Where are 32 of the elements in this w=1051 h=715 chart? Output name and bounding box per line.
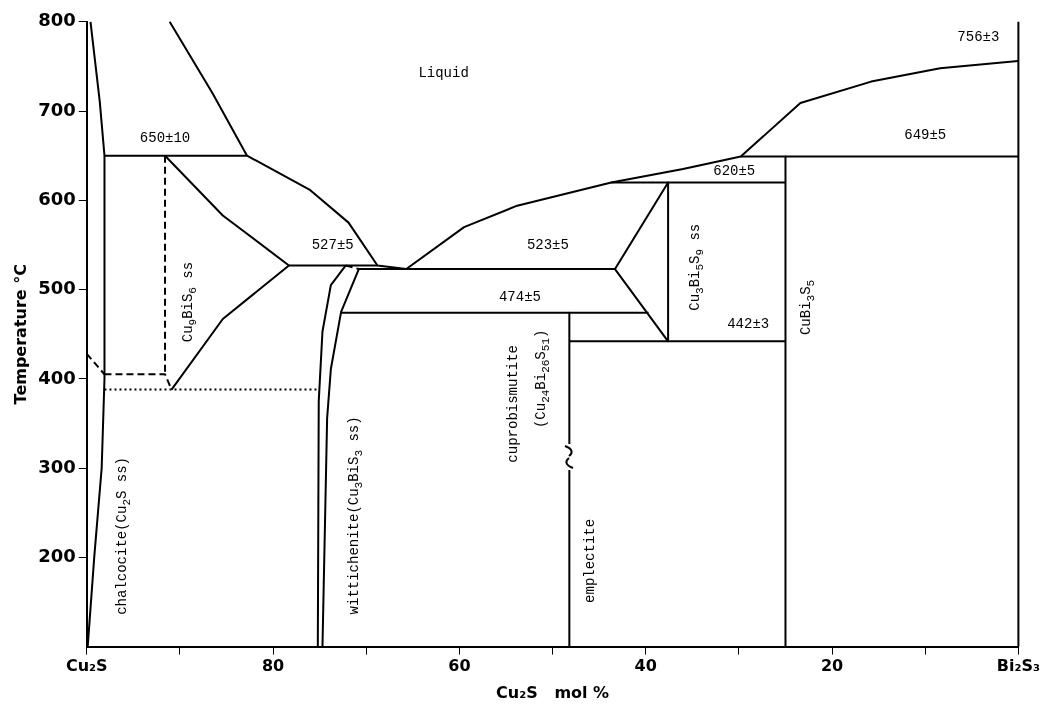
annotation: Liquid: [418, 65, 469, 82]
annotation: wittichenite(Cu3BiS3 ss): [345, 416, 366, 615]
annotation: 474±5: [498, 289, 541, 306]
annotation: cuprobismutite: [505, 345, 522, 463]
y-tick-label: 200: [38, 545, 76, 567]
y-axis-title: Temperature °C: [10, 264, 30, 405]
annotation: CuBi3S5: [797, 279, 817, 336]
annotation: 442±3: [727, 316, 770, 333]
y-tick-label: 400: [38, 366, 76, 388]
annotation: emplectite: [582, 518, 599, 603]
y-tick-label: 800: [38, 9, 76, 31]
annotation: 527±5: [311, 236, 354, 253]
y-tick-label: 700: [38, 98, 76, 120]
x-tick-label: 20: [820, 656, 844, 676]
annotation: 649±5: [904, 126, 947, 143]
annotation: 650±10: [139, 129, 191, 146]
annotation: 620±5: [713, 162, 756, 179]
y-tick-label: 500: [38, 277, 76, 299]
annotation: chalcocite(Cu2S ss): [113, 457, 134, 615]
annotation: 756±3: [957, 28, 1000, 45]
x-tick-label: 80: [261, 656, 285, 676]
x-tick-label: Cu₂S: [65, 656, 108, 676]
annotation: Cu9BiS6 ss: [180, 261, 200, 343]
x-tick-label: 40: [634, 656, 657, 676]
y-tick-label: 600: [38, 187, 76, 209]
annotation: (Cu24Bi26S51): [533, 329, 553, 429]
x-tick-label: 60: [448, 656, 471, 676]
annotation: Cu3Bi5S9 ss: [686, 223, 707, 311]
x-axis-title: Cu₂S mol %: [496, 682, 610, 702]
y-tick-label: 300: [38, 455, 76, 477]
annotation: 523±5: [526, 236, 569, 253]
x-tick-label: Bi₂S₃: [996, 656, 1040, 676]
